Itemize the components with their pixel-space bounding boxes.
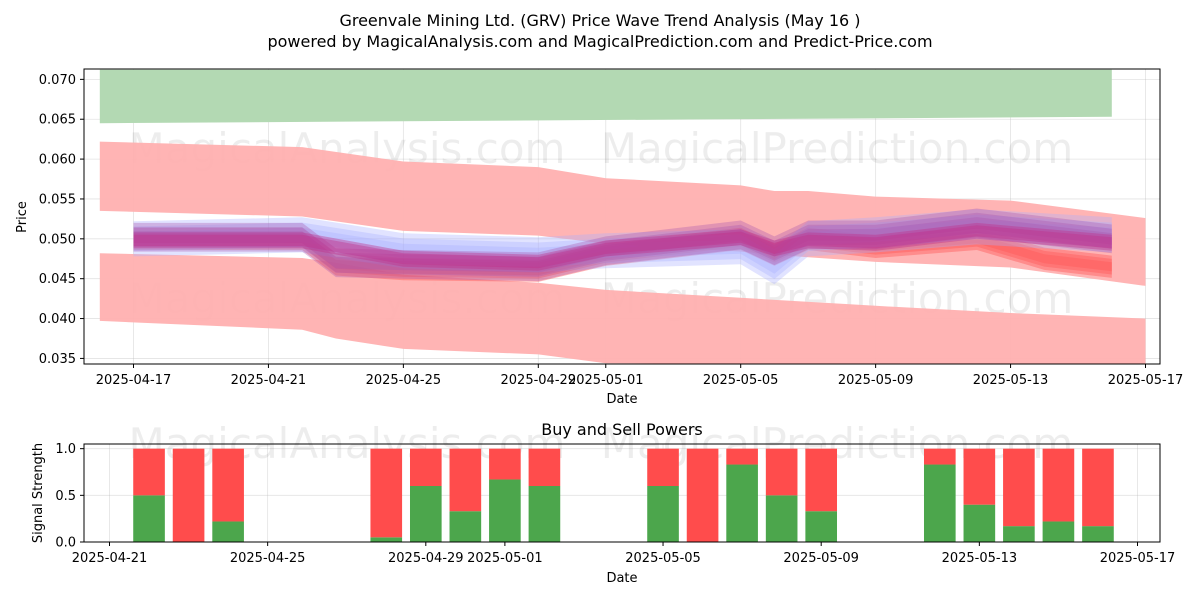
buy-bar: [133, 495, 165, 542]
sell-bar: [172, 448, 205, 542]
buy-bar: [1003, 526, 1035, 542]
sell-bar: [409, 448, 442, 486]
buy-bar: [726, 464, 758, 542]
signal-x-tick-label: 2025-04-21: [72, 551, 148, 566]
sell-bar: [1003, 448, 1035, 527]
chart-subtitle: powered by MagicalAnalysis.com and Magic…: [267, 32, 932, 51]
sell-bar: [1082, 448, 1114, 527]
signal-x-axis-label: Date: [606, 571, 637, 586]
buy-bar: [528, 486, 561, 542]
chart-title: Greenvale Mining Ltd. (GRV) Price Wave T…: [339, 11, 860, 30]
upper-green-band: [99, 69, 1112, 124]
price-x-tick-label: 2025-04-29: [501, 373, 577, 388]
red-wave: [133, 234, 1112, 276]
price-y-tick-label: 0.050: [39, 232, 76, 247]
signal-y-axis-label: Signal Strength: [31, 443, 46, 543]
signal-chart-title: Buy and Sell Powers: [541, 420, 703, 439]
price-y-tick-label: 0.045: [39, 272, 76, 287]
price-plot-area: [99, 69, 1146, 364]
price-x-tick-label: 2025-05-13: [973, 373, 1049, 388]
sell-bar: [449, 448, 482, 512]
signal-x-tick-label: 2025-05-05: [625, 551, 701, 566]
price-y-tick-label: 0.060: [39, 153, 76, 168]
signal-y-tick-label: 0.5: [55, 489, 76, 504]
buy-bar: [449, 511, 482, 542]
price-x-axis-label: Date: [606, 392, 637, 407]
magenta-wave: [133, 225, 1112, 269]
signal-x-tick-label: 2025-05-13: [942, 551, 1018, 566]
price-y-tick-label: 0.055: [39, 192, 76, 207]
sell-bar: [686, 448, 719, 542]
price-x-tick-label: 2025-05-01: [568, 373, 644, 388]
signal-x-tick-label: 2025-04-25: [230, 551, 306, 566]
sell-bar: [647, 448, 679, 486]
buy-bar: [409, 486, 442, 542]
buy-bar: [805, 511, 838, 542]
price-y-tick-label: 0.040: [39, 312, 76, 327]
sell-bar: [133, 448, 165, 496]
sell-bar: [765, 448, 798, 496]
price-x-tick-label: 2025-04-21: [231, 373, 307, 388]
signal-x-tick-label: 2025-05-17: [1100, 551, 1176, 566]
sell-bar: [212, 448, 244, 522]
purple-wave: [133, 208, 1112, 282]
sell-bar: [1042, 448, 1075, 522]
lower-red-band: [99, 253, 1146, 364]
price-y-tick-label: 0.035: [39, 352, 76, 367]
sell-bar: [370, 448, 403, 538]
sell-bar: [726, 448, 758, 465]
blue-wave: [133, 214, 1112, 279]
buy-bar: [765, 495, 798, 542]
buy-bar: [963, 504, 996, 542]
price-y-axis-label: Price: [15, 201, 30, 233]
signal-y-tick-label: 0.0: [55, 536, 76, 551]
buy-bar: [923, 464, 956, 542]
price-x-tick-label: 2025-04-25: [366, 373, 442, 388]
purple-wave: [133, 212, 1112, 277]
buy-bar: [1082, 526, 1114, 542]
red-wave: [133, 227, 1112, 282]
signal-y-tick-label: 1.0: [55, 442, 76, 457]
sell-bar: [528, 448, 561, 486]
price-y-tick-label: 0.065: [39, 113, 76, 128]
price-plot-frame: [83, 68, 1161, 365]
signal-x-tick-label: 2025-05-01: [467, 551, 543, 566]
watermark-text: MagicalPrediction.com: [601, 124, 1074, 173]
signal-x-tick-label: 2025-05-09: [783, 551, 859, 566]
price-x-tick-label: 2025-04-17: [96, 373, 172, 388]
buy-bar: [370, 537, 403, 542]
price-x-tick-label: 2025-05-17: [1108, 373, 1184, 388]
sell-bar: [489, 448, 521, 480]
upper-red-band: [99, 141, 1146, 286]
buy-bar: [1042, 521, 1075, 542]
sell-bar: [805, 448, 838, 512]
signal-plot-frame: [83, 443, 1161, 543]
magenta-wave: [133, 222, 1112, 271]
sell-bar: [963, 448, 996, 505]
signal-x-tick-label: 2025-04-29: [388, 551, 464, 566]
purple-wave: [133, 217, 1112, 273]
buy-bar: [489, 479, 521, 542]
buy-bar: [647, 486, 679, 542]
buy-bar: [212, 521, 244, 542]
blue-wave: [133, 219, 1112, 274]
red-wave: [133, 231, 1112, 279]
sell-bar: [923, 448, 956, 465]
price-x-tick-label: 2025-05-09: [838, 373, 914, 388]
price-y-tick-label: 0.070: [39, 73, 76, 88]
blue-wave: [133, 209, 1112, 285]
price-x-tick-label: 2025-05-05: [703, 373, 779, 388]
